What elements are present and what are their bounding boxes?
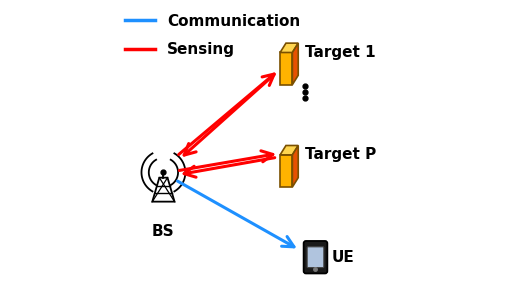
Text: Target 1: Target 1 (305, 45, 376, 60)
Text: Target P: Target P (305, 147, 376, 162)
Polygon shape (280, 43, 298, 52)
Text: BS: BS (152, 224, 175, 239)
Legend: Communication, Sensing: Communication, Sensing (118, 7, 307, 63)
Polygon shape (292, 145, 298, 187)
Polygon shape (292, 43, 298, 85)
Polygon shape (280, 145, 298, 155)
FancyBboxPatch shape (304, 241, 327, 274)
Polygon shape (280, 52, 292, 85)
FancyBboxPatch shape (307, 247, 324, 268)
Polygon shape (280, 155, 292, 187)
Text: UE: UE (332, 250, 354, 265)
